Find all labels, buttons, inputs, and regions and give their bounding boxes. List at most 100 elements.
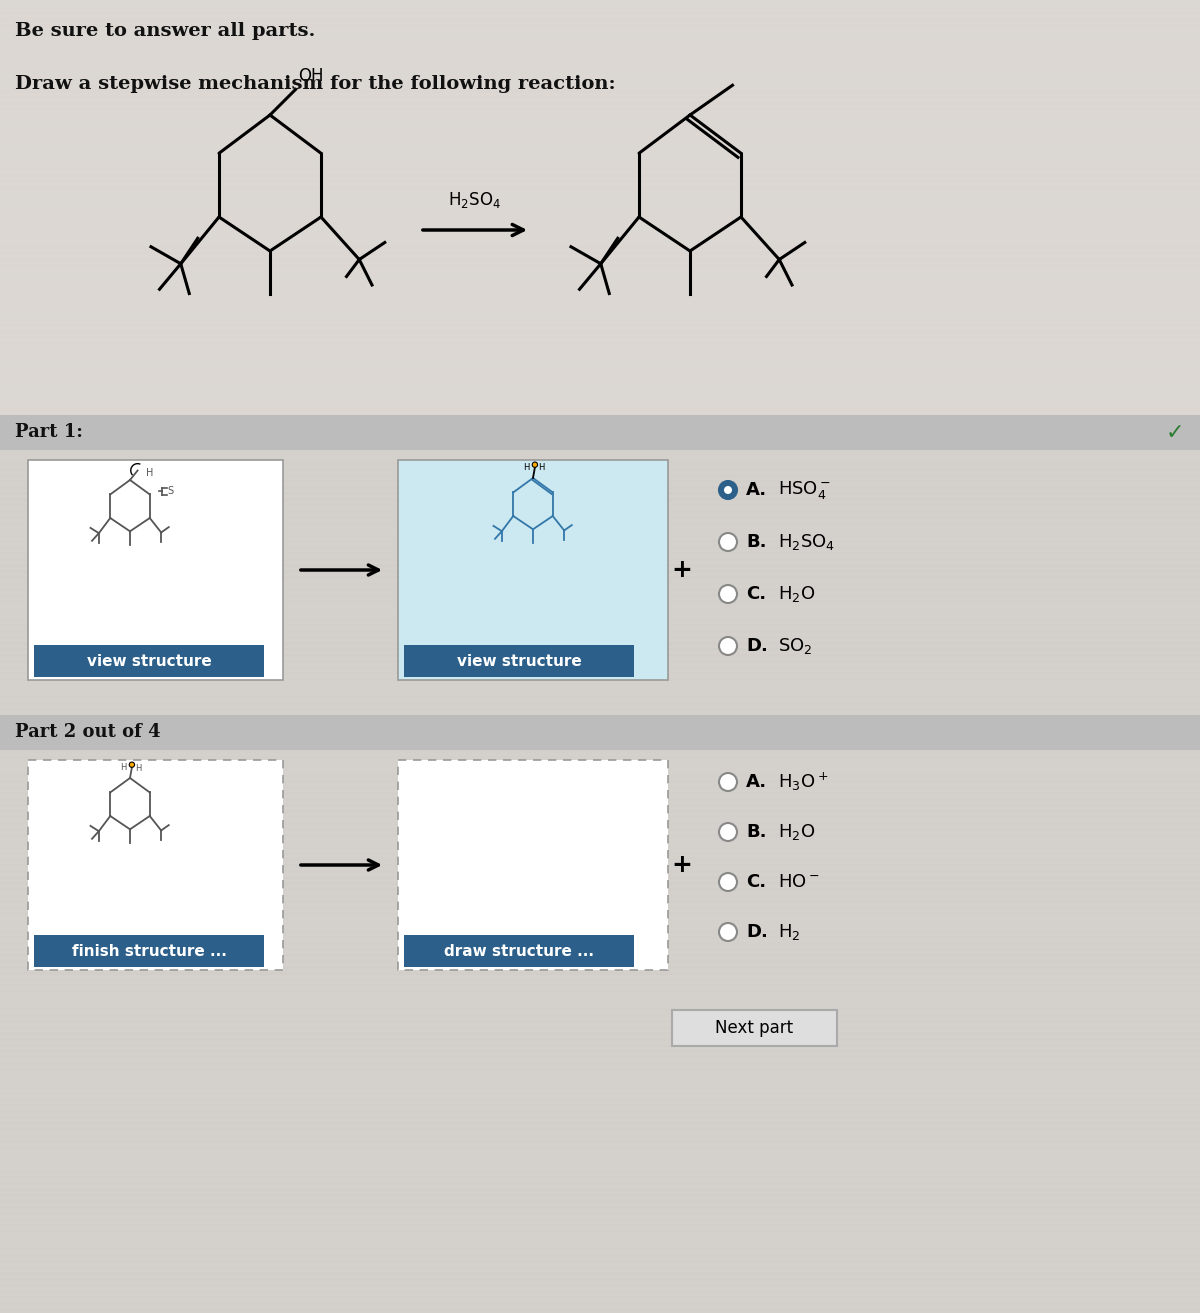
Bar — [0, 133, 1200, 135]
Bar — [0, 222, 1200, 225]
Circle shape — [130, 762, 134, 767]
Text: H: H — [136, 764, 142, 772]
Bar — [0, 60, 1200, 63]
Bar — [0, 918, 1200, 920]
Bar — [0, 119, 1200, 123]
Text: Part 2 out of 4: Part 2 out of 4 — [14, 723, 161, 741]
Bar — [0, 246, 1200, 249]
Text: H: H — [538, 463, 545, 471]
Bar — [0, 516, 1200, 519]
Bar — [0, 780, 1200, 783]
Text: C.: C. — [746, 873, 766, 892]
Text: C.: C. — [746, 586, 766, 603]
Circle shape — [719, 873, 737, 892]
Text: H$_2$O: H$_2$O — [778, 584, 815, 604]
Bar — [0, 642, 1200, 645]
Bar — [0, 588, 1200, 591]
Bar — [0, 750, 1200, 752]
Bar — [0, 846, 1200, 850]
Bar — [0, 1278, 1200, 1281]
Bar — [0, 1218, 1200, 1221]
Bar — [0, 282, 1200, 285]
Bar — [0, 126, 1200, 129]
Bar — [0, 330, 1200, 334]
Bar — [0, 1308, 1200, 1310]
Bar — [0, 528, 1200, 530]
Bar — [0, 822, 1200, 825]
Circle shape — [719, 481, 737, 499]
Bar — [0, 306, 1200, 309]
Bar — [0, 204, 1200, 207]
Bar — [0, 551, 1200, 555]
Bar — [0, 913, 1200, 915]
Bar — [0, 1128, 1200, 1130]
Bar — [0, 1140, 1200, 1144]
Text: H$_2$SO$_4$: H$_2$SO$_4$ — [449, 190, 502, 210]
Text: H$_2$: H$_2$ — [778, 922, 800, 941]
Bar — [0, 899, 1200, 903]
Bar — [0, 607, 1200, 609]
Bar — [0, 792, 1200, 794]
Bar — [0, 972, 1200, 976]
Text: D.: D. — [746, 637, 768, 655]
Bar — [0, 948, 1200, 951]
Circle shape — [719, 823, 737, 842]
Bar — [0, 1200, 1200, 1203]
Bar — [0, 1025, 1200, 1029]
Bar — [0, 175, 1200, 177]
Bar — [0, 264, 1200, 267]
Bar — [34, 645, 264, 678]
Bar — [0, 144, 1200, 147]
Bar — [0, 486, 1200, 488]
Bar — [0, 432, 1200, 435]
Bar — [0, 815, 1200, 819]
Bar — [0, 829, 1200, 831]
Bar — [0, 930, 1200, 934]
Bar — [0, 1158, 1200, 1161]
Bar — [0, 390, 1200, 393]
Bar — [0, 378, 1200, 381]
Bar — [0, 593, 1200, 597]
Circle shape — [719, 923, 737, 941]
Bar — [0, 1289, 1200, 1293]
Bar — [0, 161, 1200, 165]
Text: OH: OH — [298, 67, 324, 85]
Bar — [0, 924, 1200, 927]
Text: B.: B. — [746, 823, 767, 842]
Bar — [0, 397, 1200, 399]
Bar — [0, 1067, 1200, 1071]
Bar — [28, 460, 283, 680]
Bar — [0, 906, 1200, 909]
Bar — [0, 84, 1200, 87]
Bar — [0, 871, 1200, 873]
Bar — [0, 894, 1200, 897]
Bar — [0, 997, 1200, 999]
Text: view structure: view structure — [86, 654, 211, 668]
Text: D.: D. — [746, 923, 768, 941]
Bar — [0, 882, 1200, 885]
Bar — [0, 618, 1200, 621]
Bar — [0, 733, 1200, 735]
Bar — [0, 35, 1200, 39]
Bar — [0, 72, 1200, 75]
Text: H$_3$O$^+$: H$_3$O$^+$ — [778, 771, 828, 793]
Bar — [0, 966, 1200, 969]
Bar — [0, 1039, 1200, 1041]
Bar — [0, 467, 1200, 471]
Bar — [0, 630, 1200, 633]
Bar — [0, 186, 1200, 189]
Bar — [0, 456, 1200, 460]
Text: finish structure ...: finish structure ... — [72, 944, 227, 958]
Bar — [0, 1008, 1200, 1011]
Bar — [0, 114, 1200, 117]
Bar — [0, 234, 1200, 238]
Bar — [0, 852, 1200, 855]
Bar — [0, 936, 1200, 939]
Bar — [0, 810, 1200, 813]
Bar — [0, 1254, 1200, 1257]
Circle shape — [719, 773, 737, 790]
Bar — [0, 1207, 1200, 1209]
Bar — [0, 324, 1200, 327]
Bar — [0, 1230, 1200, 1233]
Text: HO$^-$: HO$^-$ — [778, 873, 820, 892]
